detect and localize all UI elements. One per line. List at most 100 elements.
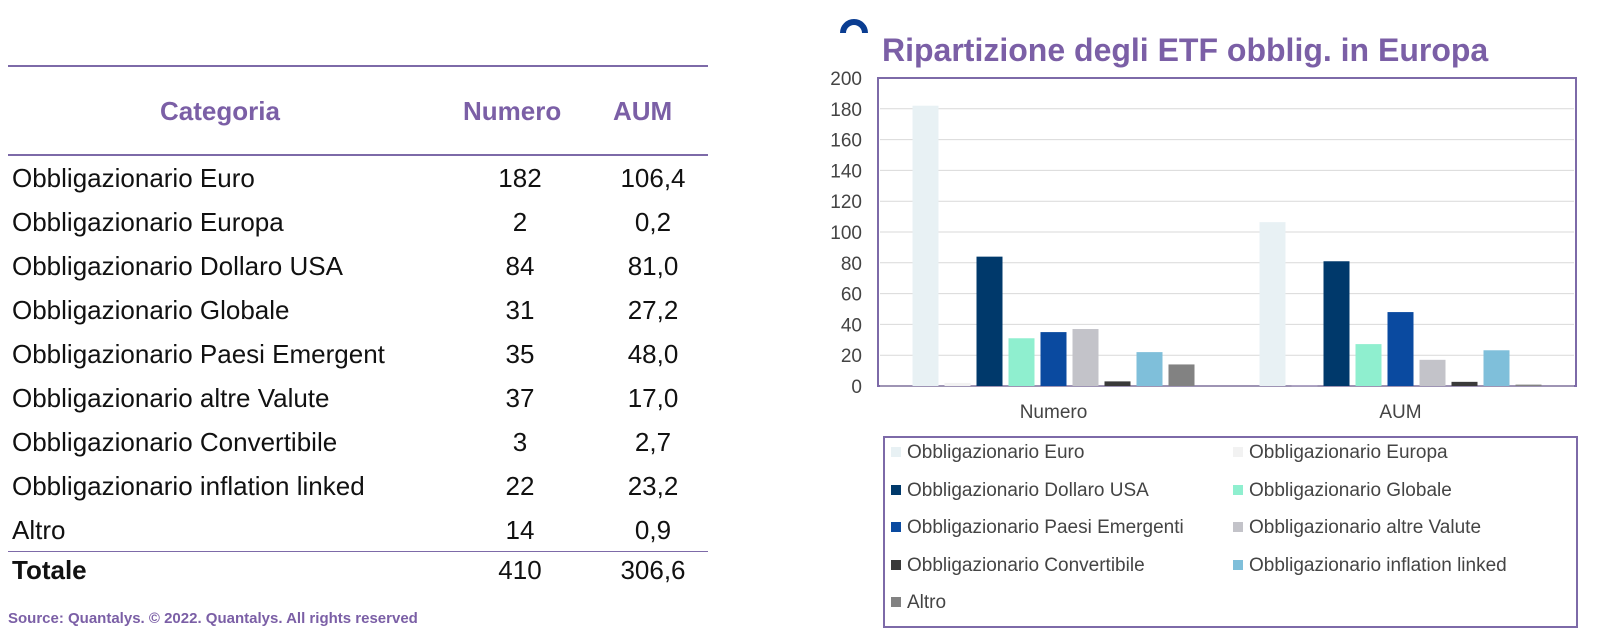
legend-item: Obbligazionario Europa <box>1233 442 1448 464</box>
x-tick-label: AUM <box>1379 402 1421 423</box>
legend-label: Obbligazionario altre Valute <box>1249 517 1482 538</box>
cell-aum: 27,2 <box>627 295 679 325</box>
y-tick-label: 160 <box>830 131 862 152</box>
header-number: Numero <box>463 96 562 126</box>
cell-category: Obbligazionario Convertibile <box>12 427 338 457</box>
legend-item: Obbligazionario Dollaro USA <box>891 480 1149 502</box>
cell-aum: 306,6 <box>620 555 686 585</box>
bar <box>1483 350 1510 386</box>
cell-category: Obbligazionario Euro <box>12 163 255 193</box>
bar <box>1451 381 1478 386</box>
table-row: Obbligazionario Dollaro USA 84 81,0 <box>8 245 708 289</box>
y-tick-label: 120 <box>830 192 862 213</box>
legend-swatch <box>891 559 901 570</box>
table-row: Obbligazionario Globale 31 27,2 <box>8 289 708 333</box>
y-tick-label: 80 <box>841 254 862 275</box>
cell-aum: 0,9 <box>634 515 672 545</box>
bar <box>1291 385 1318 387</box>
legend-label: Obbligazionario Dollaro USA <box>907 479 1149 501</box>
legend-item: Obbligazionario altre Valute <box>1233 517 1481 539</box>
table-row: Altro 14 0,9 <box>8 509 708 553</box>
legend-label: Obbligazionario Euro <box>907 442 1085 463</box>
y-tick-label: 140 <box>830 161 862 182</box>
legend-item: Obbligazionario Paesi Emergenti <box>891 517 1184 539</box>
bar <box>1168 364 1195 386</box>
cell-aum: 106,4 <box>620 163 686 193</box>
cell-number: 22 <box>505 471 535 501</box>
bar <box>1387 312 1414 386</box>
table-top-rule <box>8 65 708 67</box>
table-total-rule <box>8 551 708 552</box>
table-row: Obbligazionario altre Valute 37 17,0 <box>8 377 708 421</box>
legend-label: Obbligazionario Paesi Emergenti <box>907 517 1184 538</box>
grid-lines <box>880 108 1574 387</box>
quantalys-logo-icon <box>840 19 868 34</box>
table-total-row: Totale 410 306,6 <box>8 549 708 593</box>
x-axis-labels: Numero AUM <box>1020 402 1422 423</box>
bar <box>1104 381 1131 386</box>
y-tick-label: 100 <box>830 223 862 244</box>
bar <box>1515 384 1542 386</box>
table-row: Obbligazionario Convertibile 3 2,7 <box>8 421 708 465</box>
table-row: Obbligazionario inflation linked 22 23,2 <box>8 465 708 509</box>
bar <box>1072 329 1099 386</box>
legend-item: Obbligazionario Euro <box>891 442 1084 464</box>
y-axis-ticks: 0 20 40 60 80 100 120 140 160 180 200 <box>830 69 862 398</box>
cell-aum: 48,0 <box>627 339 679 369</box>
legend-label: Altro <box>907 592 947 613</box>
cell-number: 37 <box>505 383 535 413</box>
cell-aum: 2,7 <box>634 427 672 457</box>
legend-label: Obbligazionario inflation linked <box>1249 554 1507 576</box>
legend-swatch <box>1233 447 1243 457</box>
cell-number: 84 <box>505 251 535 281</box>
y-tick-label: 60 <box>841 285 862 306</box>
legend-item: Obbligazionario inflation linked <box>1233 555 1507 577</box>
cell-category: Altro <box>12 515 66 545</box>
bar-chart: 0 20 40 60 80 100 120 140 160 180 200 Numero AUM <box>830 69 1577 423</box>
legend-swatch <box>891 447 901 457</box>
chart-legend: Obbligazionario Euro Obbligazionario Euro… <box>883 436 1578 628</box>
source-note: Source: Quantalys. © 2022. Quantalys. Al… <box>8 610 418 627</box>
legend-swatch <box>891 597 901 607</box>
legend-item: Altro <box>891 592 946 614</box>
legend-item: Obbligazionario Globale <box>1233 480 1452 502</box>
cell-category: Obbligazionario inflation linked <box>12 471 365 501</box>
cell-category: Obbligazionario Globale <box>12 295 290 325</box>
bar <box>1323 261 1350 386</box>
y-tick-label: 20 <box>841 346 862 367</box>
cell-category: Obbligazionario Europa <box>12 207 284 237</box>
cell-number: 31 <box>505 295 535 325</box>
y-tick-label: 40 <box>841 315 862 336</box>
cell-number: 35 <box>505 339 535 369</box>
cell-number: 182 <box>498 163 542 193</box>
header-category: Categoria <box>160 96 280 126</box>
cell-number: 14 <box>505 515 535 545</box>
legend-swatch <box>1233 522 1243 532</box>
legend-item: Obbligazionario Convertibile <box>891 555 1145 577</box>
cell-category: Obbligazionario altre Valute <box>12 383 330 413</box>
cell-category: Obbligazionario Dollaro USA <box>12 251 343 281</box>
y-tick-label: 200 <box>830 69 862 90</box>
table-header-rule <box>8 154 708 156</box>
bar <box>1355 344 1382 386</box>
legend-swatch <box>891 522 901 532</box>
legend-label: Obbligazionario Europa <box>1249 442 1448 463</box>
bar <box>1136 352 1163 386</box>
cell-number: 2 <box>512 207 528 237</box>
table-row: Obbligazionario Europa 2 0,2 <box>8 201 708 245</box>
cell-aum: 81,0 <box>627 251 679 281</box>
bar <box>912 105 939 386</box>
chart-title: Ripartizione degli ETF obblig. in Europa <box>882 32 1489 68</box>
cell-number: 410 <box>498 555 542 585</box>
legend-swatch <box>891 484 901 495</box>
cell-number: 3 <box>512 427 528 457</box>
legend-label: Obbligazionario Globale <box>1249 479 1452 501</box>
bar <box>1008 338 1035 386</box>
legend-label: Obbligazionario Convertibile <box>907 554 1145 576</box>
bar <box>944 382 971 386</box>
legend-swatch <box>1233 559 1243 570</box>
cell-aum: 23,2 <box>627 471 679 501</box>
bars <box>912 105 1542 387</box>
bar <box>1419 359 1446 386</box>
cell-category: Totale <box>12 555 87 585</box>
